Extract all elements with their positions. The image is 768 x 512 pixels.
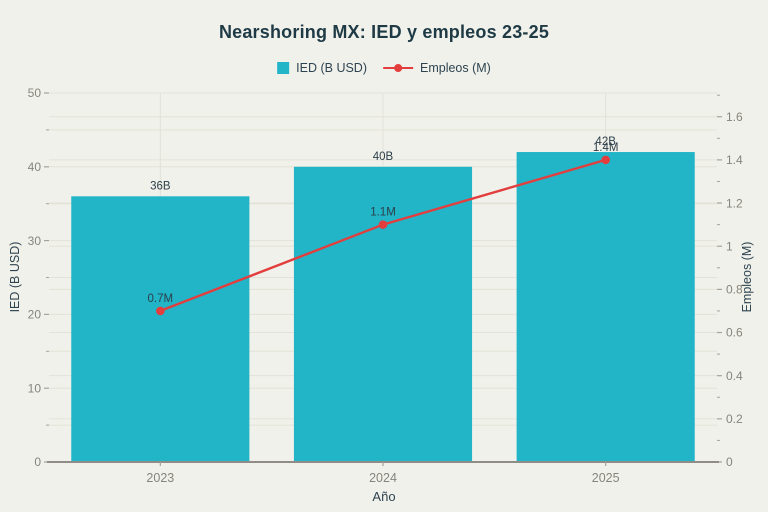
legend-label-ied: IED (B USD) bbox=[296, 61, 367, 75]
bar-label-2023: 36B bbox=[150, 180, 171, 192]
ytick-label-right: 1.4 bbox=[726, 153, 743, 167]
ytick-label-left: 0 bbox=[34, 455, 41, 469]
ytick-label-left: 20 bbox=[28, 308, 42, 322]
line-point-2025 bbox=[601, 155, 610, 165]
chart-title: Nearshoring MX: IED y empleos 23-25 bbox=[218, 22, 550, 42]
line-label-2023: 0.7M bbox=[148, 293, 174, 305]
xtick-label-2024: 2024 bbox=[369, 471, 397, 485]
ytick-label-right: 1.6 bbox=[726, 110, 743, 124]
ytick-label-right: 1.2 bbox=[726, 196, 743, 210]
y-axis-label-left: IED (B USD) bbox=[8, 241, 22, 313]
ytick-label-right: 0.6 bbox=[726, 326, 743, 340]
ytick-label-right: 0.4 bbox=[726, 369, 743, 383]
ytick-label-left: 50 bbox=[28, 86, 42, 100]
ytick-label-left: 10 bbox=[28, 381, 42, 395]
x-axis-label: Año bbox=[372, 489, 396, 504]
bar-label-2024: 40B bbox=[373, 151, 394, 163]
bar-2023 bbox=[71, 196, 250, 462]
ytick-label-right: 0.8 bbox=[726, 283, 743, 297]
bar-2024 bbox=[293, 166, 473, 463]
bar-label-2025: 42B bbox=[595, 136, 616, 148]
bar-2025 bbox=[516, 152, 695, 463]
legend: IED (B USD) Empleos (M) bbox=[277, 61, 491, 75]
ytick-label-right: 0 bbox=[726, 455, 733, 469]
legend-label-empleos: Empleos (M) bbox=[420, 61, 491, 75]
legend-item-ied: IED (B USD) bbox=[277, 61, 367, 75]
line-point-2024 bbox=[378, 220, 388, 229]
legend-item-empleos: Empleos (M) bbox=[383, 61, 491, 75]
ytick-label-right: 0.2 bbox=[726, 412, 743, 426]
ytick-label-left: 40 bbox=[28, 160, 42, 174]
line-point-2023 bbox=[156, 306, 165, 316]
line-series-marker-icon bbox=[383, 63, 413, 73]
xtick-label-2025: 2025 bbox=[592, 471, 620, 485]
y-axis-label-right: Empleos (M) bbox=[740, 241, 754, 313]
line-label-2025: 1.4M bbox=[593, 142, 619, 154]
ytick-label-right: 1 bbox=[726, 239, 733, 253]
bar-series-swatch-icon bbox=[277, 62, 290, 74]
xtick-label-2023: 2023 bbox=[146, 471, 174, 485]
ytick-label-left: 30 bbox=[28, 234, 42, 248]
line-label-2024: 1.1M bbox=[370, 207, 396, 219]
